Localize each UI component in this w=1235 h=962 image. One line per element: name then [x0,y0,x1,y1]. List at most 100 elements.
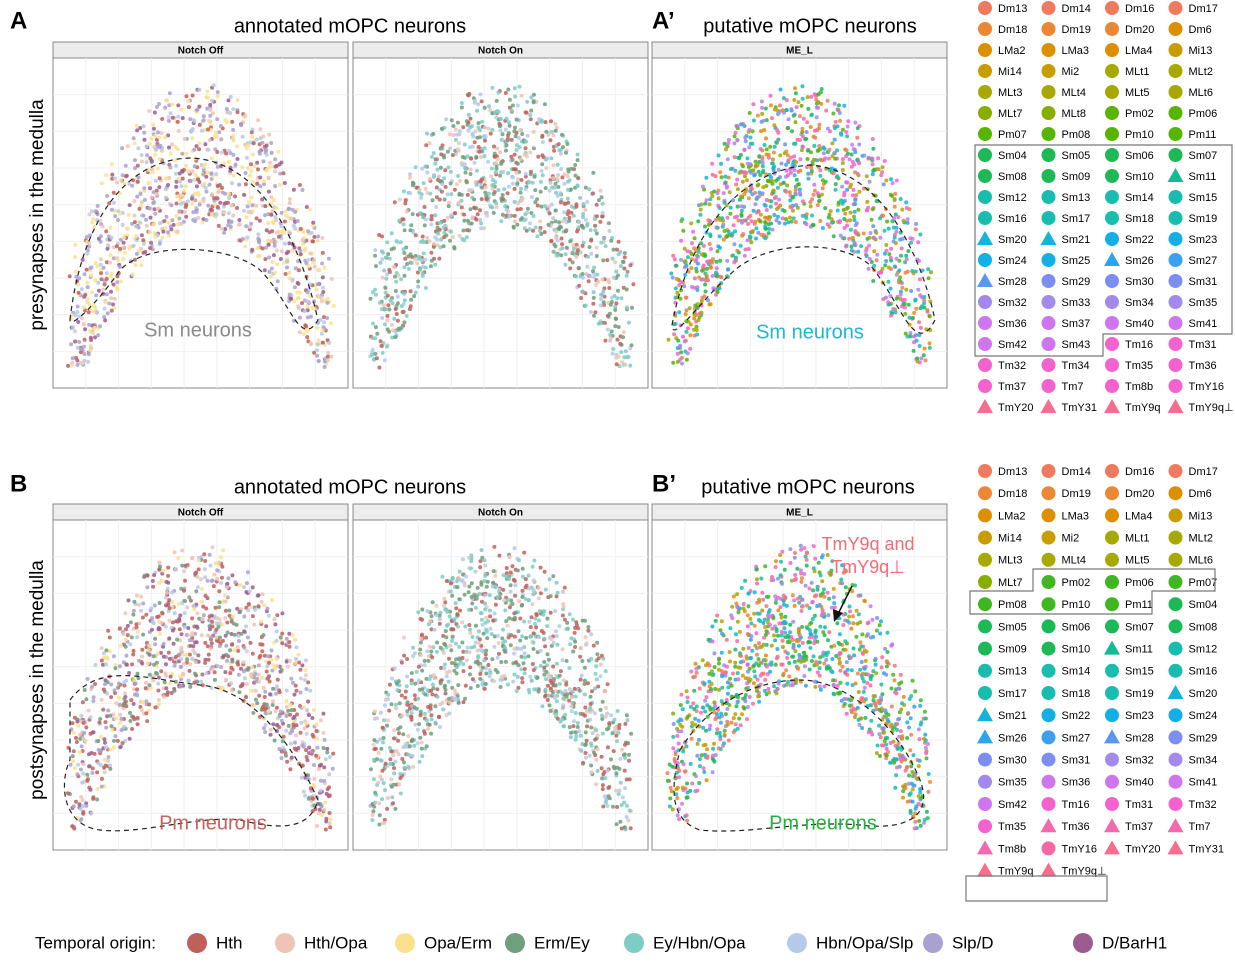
point [144,145,148,149]
point [561,590,565,594]
point [104,678,108,682]
point [251,153,255,157]
point [686,255,690,259]
point [456,147,460,151]
point [393,760,397,764]
point [671,254,675,258]
point [206,579,210,583]
point [859,244,863,248]
point [116,739,120,743]
point [765,118,769,122]
point [454,128,458,132]
point [164,686,168,690]
point [148,673,152,677]
point [99,735,103,739]
point [413,682,417,686]
point [786,158,790,162]
point [130,662,134,666]
point [289,217,293,221]
point [369,297,373,301]
point [727,230,731,234]
point [113,297,117,301]
point [78,802,82,806]
point [439,238,443,242]
point [769,103,773,107]
point [285,689,289,693]
point [581,244,585,248]
point [136,722,140,726]
point [215,568,219,572]
facet: Notch On [353,42,648,388]
point [715,274,719,278]
point [116,218,120,222]
point [458,129,462,133]
point [153,111,157,115]
point [80,316,84,320]
point [408,176,412,180]
point [303,726,307,730]
point [193,164,197,168]
point [181,116,185,120]
point [251,180,255,184]
point [71,356,75,360]
point [692,328,696,332]
point [748,111,752,115]
point [564,228,568,232]
point [578,655,582,659]
point [114,716,118,720]
point [591,191,595,195]
point [833,138,837,142]
point [403,257,407,261]
point [284,714,288,718]
point [150,167,154,171]
point [195,184,199,188]
point [252,141,256,145]
point [163,106,167,110]
point [271,703,275,707]
point [81,762,85,766]
point [451,235,455,239]
point [476,656,480,660]
point [772,165,776,169]
point [394,706,398,710]
point [198,203,202,207]
point [438,228,442,232]
point [595,203,599,207]
point [751,230,755,234]
point [87,752,91,756]
point [106,629,110,633]
point [190,616,194,620]
strip-label: Notch Off [178,46,224,57]
point [207,653,211,657]
point [235,206,239,210]
point [191,169,195,173]
point [841,161,845,165]
point [284,754,288,758]
point [321,328,325,332]
point [164,196,168,200]
point [594,672,598,676]
point [126,144,130,148]
point [272,253,276,257]
point [293,661,297,665]
point [147,181,151,185]
point [456,121,460,125]
point [686,351,690,355]
point [220,186,224,190]
point [271,722,275,726]
point [180,549,184,553]
point [772,213,776,217]
point [813,92,817,96]
point [144,218,148,222]
point [153,642,157,646]
point [215,135,219,139]
point [629,826,633,830]
point [180,108,184,112]
point [174,164,178,168]
point [801,145,805,149]
point [166,574,170,578]
point [501,197,505,201]
point [884,179,888,183]
point [926,267,930,271]
point [88,329,92,333]
